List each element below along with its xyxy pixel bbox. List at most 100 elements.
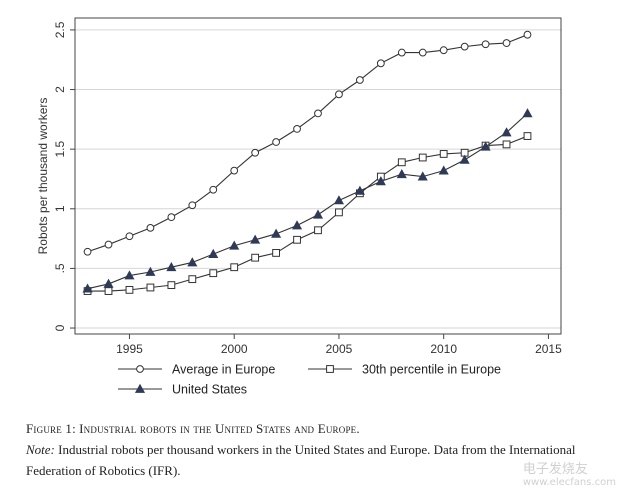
- figure-label: Figure 1:: [26, 421, 76, 436]
- data-point: [502, 39, 511, 47]
- data-point: [187, 257, 198, 267]
- data-point: [459, 154, 470, 164]
- series-circle: [83, 30, 532, 256]
- data-point: [335, 90, 343, 99]
- data-point: [418, 153, 427, 162]
- legend-item: United States: [118, 383, 247, 397]
- data-point: [354, 185, 365, 195]
- legend-item: Average in Europe: [118, 363, 275, 377]
- data-point: [397, 158, 406, 167]
- data-point: [314, 109, 322, 118]
- data-point: [167, 281, 176, 290]
- x-tick-label: 2015: [535, 342, 562, 356]
- legend-marker: [134, 383, 146, 393]
- series-triangle: [82, 108, 533, 293]
- series-line: [87, 135, 528, 292]
- y-tick-label: 2.5: [53, 21, 67, 38]
- data-point: [502, 140, 511, 149]
- data-point: [104, 287, 113, 295]
- data-point: [208, 248, 219, 258]
- y-tick-label: 0: [53, 324, 67, 331]
- data-point: [293, 124, 301, 133]
- data-point: [230, 263, 239, 272]
- data-point: [209, 269, 218, 278]
- x-tick-label: 2000: [221, 342, 248, 356]
- data-point: [396, 168, 407, 179]
- legend: Average in Europe 30th percentile in Euro…: [118, 363, 501, 397]
- note-text: Industrial robots per thousand workers i…: [26, 442, 576, 478]
- data-point: [209, 185, 218, 194]
- chart: 0 .5 1 1.5 2 2.5 1995 2000 2005 2010 2015 Robots p…: [36, 17, 562, 397]
- data-point: [397, 48, 406, 57]
- caption-note: Note: Industrial robots per thousand wor…: [26, 439, 616, 481]
- data-point: [230, 166, 239, 175]
- series-layer: [82, 30, 533, 295]
- legend-label: Average in Europe: [172, 363, 275, 377]
- data-point: [439, 46, 448, 55]
- data-point: [355, 76, 364, 84]
- legend-label: United States: [172, 383, 247, 397]
- data-point: [418, 48, 427, 57]
- data-point: [335, 208, 343, 217]
- legend-marker: [136, 365, 144, 373]
- series-line: [87, 34, 528, 253]
- legend-item: 30th percentile in Europe: [308, 363, 501, 377]
- series-line: [87, 112, 528, 290]
- robots-line-chart: 0 .5 1 1.5 2 2.5 1995 2000 2005 2010 2015 Robots p…: [36, 17, 562, 397]
- data-point: [376, 59, 385, 68]
- data-point: [166, 261, 177, 272]
- caption-title-line: Figure 1: Industrial robots in the Unite…: [26, 418, 616, 439]
- data-point: [523, 132, 532, 140]
- data-point: [146, 223, 155, 232]
- data-point: [188, 275, 197, 284]
- data-point: [439, 150, 448, 158]
- data-point: [82, 283, 93, 293]
- data-point: [312, 209, 324, 219]
- data-point: [145, 266, 156, 276]
- data-point: [501, 127, 512, 137]
- data-point: [167, 213, 176, 222]
- x-tick-label: 1995: [116, 342, 143, 356]
- watermark: 电子发烧友 www.elecfans.com: [523, 458, 616, 488]
- data-point: [438, 165, 449, 175]
- data-point: [250, 234, 261, 244]
- data-point: [104, 240, 113, 249]
- watermark-text: 电子发烧友: [522, 462, 588, 477]
- data-point: [333, 195, 344, 205]
- figure-title: Industrial robots in the United States a…: [79, 421, 360, 436]
- figure-caption: Figure 1: Industrial robots in the Unite…: [26, 418, 616, 481]
- data-point: [314, 226, 322, 235]
- data-point: [251, 253, 260, 262]
- data-point: [83, 247, 92, 256]
- data-point: [125, 232, 134, 241]
- legend-label: 30th percentile in Europe: [362, 363, 501, 377]
- grid-lines: [75, 29, 561, 329]
- data-point: [460, 42, 469, 51]
- legend-marker: [326, 365, 334, 373]
- y-tick-label: 1: [53, 205, 67, 212]
- data-point: [272, 138, 281, 146]
- data-point: [271, 228, 282, 238]
- y-axis-label: Robots per thousand workers: [36, 98, 50, 255]
- y-tick-label: .5: [53, 263, 67, 273]
- data-point: [229, 240, 240, 250]
- data-point: [188, 201, 197, 210]
- x-tick-label: 2010: [430, 342, 457, 356]
- data-point: [417, 171, 428, 181]
- axis-ticks: 0 .5 1 1.5 2 2.5 1995 2000 2005 2010 2015: [53, 21, 562, 356]
- data-point: [272, 249, 281, 257]
- data-point: [523, 30, 532, 39]
- data-point: [251, 148, 260, 157]
- y-tick-label: 2: [53, 86, 67, 93]
- data-point: [124, 270, 135, 280]
- data-point: [481, 40, 490, 49]
- data-point: [146, 283, 155, 292]
- data-point: [103, 278, 114, 288]
- data-point: [375, 176, 386, 186]
- data-point: [522, 108, 533, 118]
- watermark-url: www.elecfans.com: [522, 477, 616, 488]
- data-point: [293, 235, 301, 244]
- plot-frame: [74, 17, 562, 335]
- data-point: [292, 220, 303, 230]
- note-label: Note:: [26, 442, 55, 457]
